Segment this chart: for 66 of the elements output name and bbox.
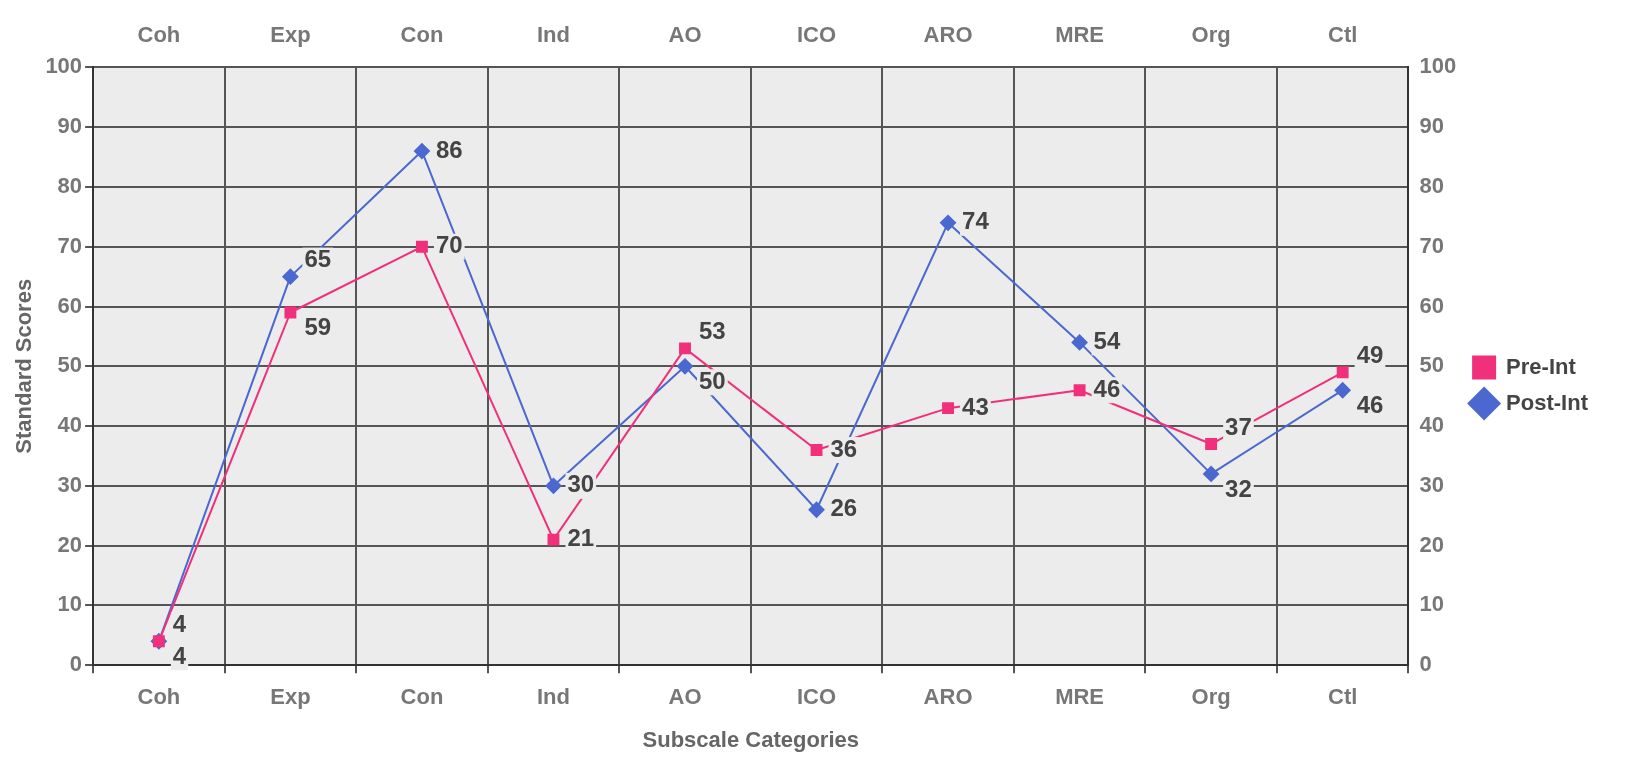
y-tick-label: 70 xyxy=(57,232,83,258)
data-label: 21 xyxy=(567,524,595,552)
data-label: 50 xyxy=(699,366,726,394)
x-tick-label: ICO xyxy=(796,684,837,710)
category-label: Exp xyxy=(270,22,311,48)
y-tick-label: 40 xyxy=(57,412,83,438)
x-tick-label: Coh xyxy=(137,684,181,710)
y2-tick-label: 50 xyxy=(1419,352,1444,378)
x-tick-label: MRE xyxy=(1055,684,1105,710)
y-tick-label: 30 xyxy=(57,471,83,497)
y-tick-label: 50 xyxy=(57,352,83,378)
y-tick-label: 10 xyxy=(57,591,83,617)
category-label: ARO xyxy=(923,22,973,48)
data-label: 59 xyxy=(304,313,332,341)
y2-tick-label: 60 xyxy=(1419,292,1444,318)
x-axis-title: Subscale Categories xyxy=(642,726,859,752)
y-axis-title: Standard Scores xyxy=(11,278,37,454)
y-tick-label: 0 xyxy=(69,651,83,677)
data-label: 26 xyxy=(830,494,858,522)
category-label: ICO xyxy=(796,22,837,48)
data-label: 30 xyxy=(567,470,595,498)
y2-tick-label: 70 xyxy=(1419,232,1444,258)
y2-tick-label: 10 xyxy=(1419,591,1444,617)
y-tick-label: 100 xyxy=(45,53,83,79)
x-tick-label: Exp xyxy=(270,684,311,710)
y2-tick-label: 40 xyxy=(1419,412,1444,438)
x-tick-label: ARO xyxy=(923,684,973,710)
data-label: 37 xyxy=(1225,412,1252,440)
y-tick-label: 90 xyxy=(57,113,83,139)
y-tick-label: 20 xyxy=(57,531,83,557)
y2-tick-label: 20 xyxy=(1419,531,1444,557)
data-label: 86 xyxy=(435,135,463,163)
category-label: Org xyxy=(1191,22,1231,48)
data-label: 70 xyxy=(435,231,463,259)
data-label: 49 xyxy=(1356,340,1384,368)
data-label: 46 xyxy=(1356,390,1384,418)
data-label: 43 xyxy=(962,392,989,420)
category-label: Ctl xyxy=(1327,22,1358,48)
data-label: 4 xyxy=(172,609,187,637)
data-label: 46 xyxy=(1093,374,1121,402)
data-label: 32 xyxy=(1225,474,1252,502)
y2-tick-label: 80 xyxy=(1419,173,1444,199)
x-tick-label: Ind xyxy=(536,684,570,710)
y2-tick-label: 30 xyxy=(1419,471,1444,497)
category-label: MRE xyxy=(1055,22,1105,48)
y2-tick-label: 90 xyxy=(1419,113,1444,139)
y2-tick-label: 0 xyxy=(1419,651,1432,677)
data-label: 53 xyxy=(699,316,726,344)
category-label: Ind xyxy=(536,22,570,48)
category-label: Coh xyxy=(137,22,181,48)
data-label: 74 xyxy=(962,207,990,235)
category-label: AO xyxy=(668,22,702,48)
y2-tick-label: 100 xyxy=(1419,53,1457,79)
data-label: 4 xyxy=(172,641,187,669)
legend-label: Pre-Int xyxy=(1506,353,1577,379)
x-tick-label: Ctl xyxy=(1327,684,1358,710)
data-label: 54 xyxy=(1093,327,1121,355)
legend-label: Post-Int xyxy=(1506,389,1589,415)
y-tick-label: 80 xyxy=(57,173,83,199)
x-tick-label: Con xyxy=(400,684,444,710)
x-tick-label: Org xyxy=(1191,684,1231,710)
y-tick-label: 60 xyxy=(57,292,83,318)
data-label: 65 xyxy=(304,245,332,273)
category-label: Con xyxy=(400,22,444,48)
x-tick-label: AO xyxy=(668,684,702,710)
data-label: 36 xyxy=(830,434,858,462)
